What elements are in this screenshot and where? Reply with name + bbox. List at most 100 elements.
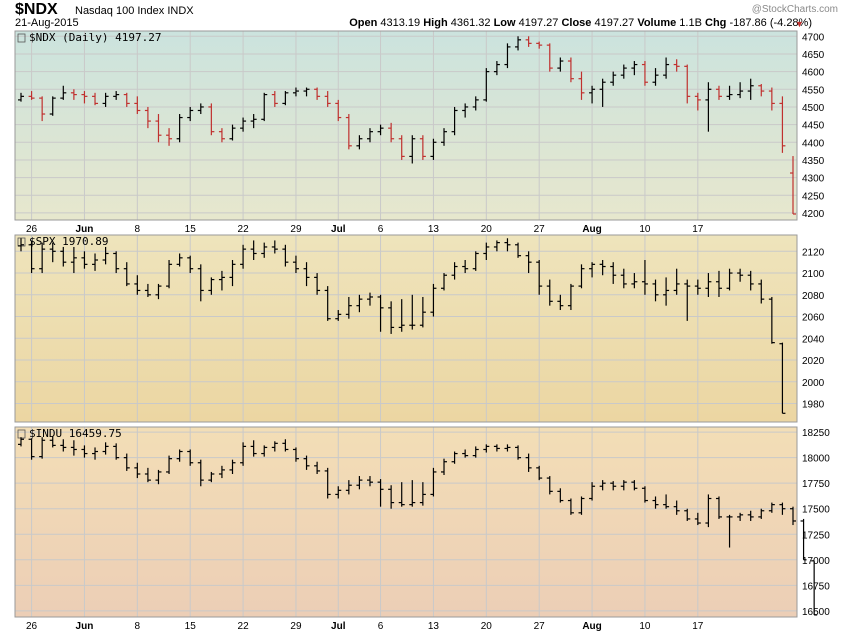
ohlc-legend-icon — [17, 33, 26, 43]
y-tick-label: 4450 — [802, 121, 825, 132]
panel-background — [15, 427, 797, 617]
y-tick-label: 4550 — [802, 85, 825, 96]
ohlc-bar — [303, 455, 310, 470]
ohlc-bar — [620, 480, 627, 491]
low-label: Low — [493, 17, 516, 29]
ohlc-bar — [398, 482, 405, 507]
x-tick-label: 13 — [428, 224, 440, 235]
ohlc-bar — [768, 87, 775, 111]
y-tick-label: 4400 — [802, 138, 825, 149]
exchange-label: INDX — [167, 5, 194, 17]
ohlc-bar — [208, 103, 215, 136]
ohlc-bar — [779, 502, 786, 515]
ohlc-bar — [726, 85, 733, 100]
ohlc-bar — [768, 296, 775, 344]
ohlc-bar — [441, 458, 448, 476]
ohlc-bar — [441, 128, 448, 146]
ohlc-bar — [60, 246, 67, 267]
ohlc-bar — [28, 91, 35, 100]
ohlc-bar — [684, 279, 691, 321]
ohlc-bar — [409, 480, 416, 507]
x-tick-label: 27 — [534, 621, 546, 632]
ohlc-bar — [134, 462, 141, 479]
x-tick-label: 29 — [290, 224, 302, 235]
y-tick-label: 1980 — [802, 400, 825, 411]
ohlc-bar — [28, 438, 35, 460]
ohlc-bar — [578, 496, 585, 515]
ohlc-bar — [652, 279, 659, 302]
ohlc-bar — [462, 260, 469, 274]
ohlc-bar — [546, 279, 553, 306]
ohlc-bar — [715, 85, 722, 100]
ohlc-bar — [113, 251, 120, 274]
y-tick-label: 4600 — [802, 68, 825, 79]
ohlc-bar — [419, 296, 426, 328]
change-label: Chg — [705, 17, 727, 29]
ohlc-bar — [483, 242, 490, 261]
ohlc-bar — [715, 496, 722, 519]
ohlc-bar — [292, 447, 299, 462]
x-tick-label: 8 — [135, 224, 141, 235]
ohlc-bar — [208, 471, 215, 483]
ohlc-bar — [92, 92, 99, 106]
ohlc-bar — [673, 268, 680, 295]
ohlc-bar — [536, 465, 543, 481]
ohlc-bar — [314, 87, 321, 100]
ohlc-bar — [18, 92, 24, 102]
ohlc-bar — [599, 260, 606, 276]
y-tick-label: 2000 — [802, 378, 825, 389]
ohlc-bar — [451, 262, 458, 280]
ohlc-bar — [271, 441, 278, 452]
ohlc-bar — [409, 294, 416, 330]
ohlc-bar — [102, 246, 109, 265]
ohlc-bar — [123, 92, 130, 107]
ohlc-bar — [684, 64, 691, 104]
ohlc-bar — [525, 251, 532, 274]
y-tick-label: 4500 — [802, 103, 825, 114]
ohlc-bar — [240, 117, 247, 132]
ohlc-bar — [134, 96, 141, 115]
y-tick-label: 16500 — [802, 607, 830, 618]
x-tick-label: 6 — [378, 621, 384, 632]
panel-border — [14, 30, 798, 221]
x-tick-label: 17 — [692, 621, 704, 632]
panel-legend: $INDU 16459.75 — [17, 427, 122, 440]
open-label: Open — [349, 17, 378, 29]
ohlc-bar — [589, 482, 596, 501]
ohlc-bar — [747, 78, 754, 100]
x-tick-label: Aug — [582, 224, 601, 235]
volume-label: Volume — [637, 17, 677, 29]
x-tick-label: 15 — [185, 621, 197, 632]
y-tick-label: 2120 — [802, 247, 825, 258]
y-tick-label: 4700 — [802, 32, 825, 43]
ohlc-bar — [377, 124, 384, 136]
ohlc-bar — [663, 57, 670, 79]
ohlc-bar — [176, 253, 183, 267]
ohlc-bar — [705, 82, 712, 132]
chart-date: 21-Aug-2015 — [15, 17, 79, 29]
ohlc-bar — [187, 106, 194, 122]
ohlc-bar — [49, 436, 56, 448]
ohlc-bar — [303, 87, 310, 97]
ohlc-bar — [493, 61, 500, 76]
ohlc-bar — [504, 238, 511, 252]
ohlc-bar — [208, 277, 215, 295]
ohlc-bar — [715, 270, 722, 297]
ohlc-bar — [578, 264, 585, 289]
ohlc-bar — [335, 99, 342, 122]
ohlc-bar — [335, 486, 342, 499]
ohlc-bar — [631, 480, 638, 491]
ohlc-bar — [102, 442, 109, 455]
high-label: High — [423, 17, 448, 29]
x-tick-label: 20 — [481, 621, 493, 632]
ohlc-bar — [155, 469, 162, 485]
ohlc-bar — [567, 498, 574, 515]
panel-ndx: 4200 4250 4300 4350 4400 4450 4500 4550 4600 4650… — [14, 30, 825, 221]
ohlc-bar — [472, 96, 479, 111]
ohlc-bar — [790, 156, 796, 215]
ohlc-bar — [366, 476, 373, 487]
ohlc-bar — [430, 467, 437, 497]
ohlc-bar — [144, 467, 151, 483]
ohlc-bar — [123, 262, 130, 287]
ohlc-bar — [557, 294, 564, 311]
